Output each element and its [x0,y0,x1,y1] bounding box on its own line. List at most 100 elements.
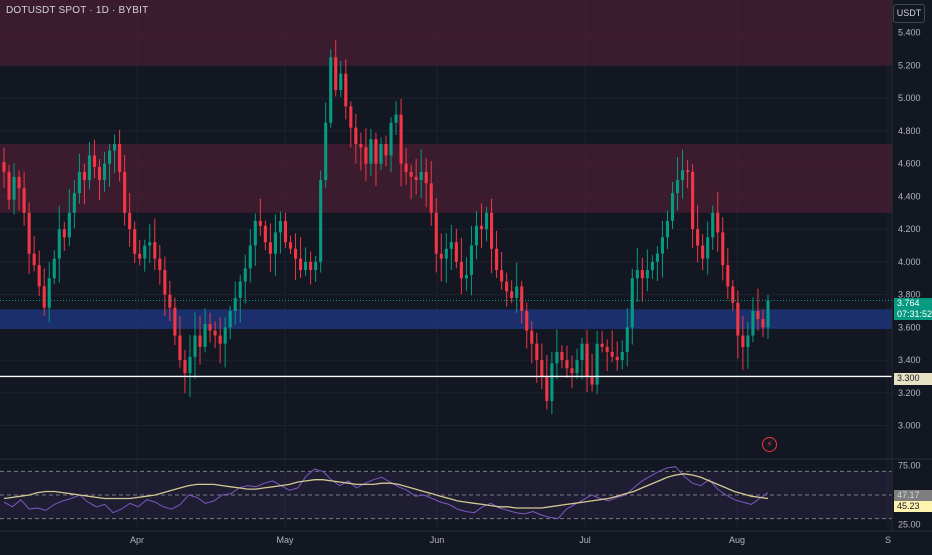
candle-body [168,294,172,308]
candle-body [424,171,428,184]
rsi-line [3,466,769,520]
candle-body [761,319,765,328]
y-tick-label: 3.600 [898,322,921,332]
candle-body [143,245,147,259]
candle-body [32,253,36,266]
y-tick-label: 3.000 [898,421,921,431]
y-tick-label: 4.600 [898,159,921,169]
candle-body [102,163,107,181]
candles-group [2,40,770,415]
candle-body [731,286,735,303]
candle-body [495,248,499,271]
candle-body [660,237,665,254]
current-price-label: 3.764 [897,298,920,308]
x-tick-label: Apr [130,535,144,545]
candle-body [489,212,494,249]
flash-icon[interactable]: ⚡ [762,437,777,452]
candle-body [283,220,288,243]
x-tick-label: May [276,535,294,545]
y-tick-label: 5.400 [898,28,921,38]
candle-body [545,376,549,401]
candle-body [444,248,448,259]
candle-body [258,220,262,226]
candle-body [339,73,343,91]
support-level-tag: 3.300 [894,373,932,385]
candle-body [510,291,514,298]
candle-body [354,127,358,145]
candle-body [706,237,710,259]
candle-body [635,270,639,279]
candle-body [565,360,569,369]
candle-body [746,335,750,347]
y-tick-label: 4.000 [898,257,921,267]
candle-body [675,180,680,194]
candle-body [585,343,589,377]
candle-body [213,330,217,336]
candle-body [374,139,378,164]
candle-body [82,171,86,181]
y-tick-label: 4.800 [898,126,921,136]
candle-body [711,212,715,238]
candle-body [394,114,398,123]
candle-body [87,155,92,181]
y-tick-label: 5.200 [898,60,921,70]
candle-body [12,176,16,200]
candle-body [620,351,624,361]
candle-body [228,310,232,328]
candle-body [505,281,509,292]
x-tick-label: Jun [430,535,445,545]
candle-body [640,270,644,279]
candle-body [670,193,675,221]
candle-body [324,122,328,181]
currency-button[interactable]: USDT [893,4,925,23]
candle-body [555,351,559,364]
candle-body [751,310,755,336]
candle-body [449,242,453,249]
candle-body [384,144,388,156]
candle-body [595,343,599,385]
candle-body [72,193,76,213]
candle-body [741,335,745,347]
candle-body [203,324,207,347]
candle-body [474,225,479,246]
candle-body [243,268,247,282]
candle-body [655,253,659,262]
candle-body [701,245,705,259]
candle-body [52,258,56,279]
candle-body [736,302,740,336]
candle-body [47,278,51,308]
candle-body [97,166,102,181]
candle-body [163,270,167,295]
zone-supply-1 [0,144,892,213]
rsi-ma-value-tag: 45.23 [894,501,932,512]
candle-body [268,242,272,254]
candle-body [525,310,529,331]
candle-body [404,163,408,172]
candle-body [278,220,283,233]
rsi-tick-label: 25.00 [898,519,921,529]
candle-body [319,180,323,262]
candle-body [188,356,192,374]
candle-body [414,176,418,181]
candle-body [128,212,132,230]
x-tick-label: Aug [729,535,745,545]
chart-title: DOTUSDT SPOT · 1D · BYBIT [6,5,149,16]
candle-body [344,73,348,107]
y-tick-label: 5.000 [898,93,921,103]
candle-body [364,147,368,164]
candle-body [580,343,584,361]
candle-body [42,286,46,308]
zone-demand-2 [0,309,892,329]
candle-body [293,248,298,259]
candle-body [158,258,162,271]
candle-body [721,232,725,266]
candle-body [118,144,122,172]
candle-body [484,212,489,230]
candle-body [389,122,393,156]
y-tick-label: 4.200 [898,224,921,234]
candle-body [665,220,670,238]
candle-body [469,245,474,275]
candle-body [716,212,720,233]
